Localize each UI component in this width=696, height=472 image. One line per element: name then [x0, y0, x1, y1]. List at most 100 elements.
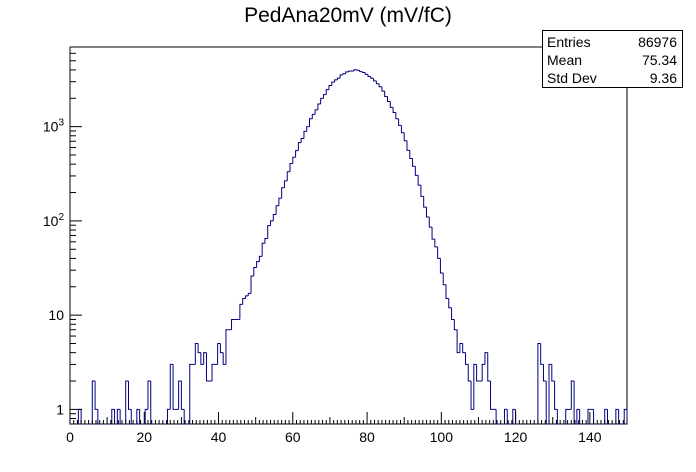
histogram-bin	[495, 409, 499, 425]
histogram-bin	[136, 408, 140, 424]
histogram-bin	[144, 408, 148, 424]
stats-row-entries: Entries 86976	[547, 33, 677, 51]
histogram-bin	[336, 77, 341, 80]
histogram-bin	[183, 409, 187, 425]
histogram-bin	[283, 180, 288, 188]
histogram-bin	[459, 343, 463, 353]
x-tick-label: 100	[430, 429, 454, 445]
histogram-bin	[325, 89, 329, 95]
histogram-bin	[267, 225, 271, 239]
histogram-bin	[431, 227, 435, 240]
histogram-bin	[398, 118, 402, 126]
histogram-bin	[258, 255, 263, 262]
histogram-bin	[481, 363, 485, 382]
histogram-bin	[300, 138, 304, 143]
histogram-bin	[247, 292, 252, 296]
histogram-bin	[442, 273, 446, 286]
histogram-bin	[353, 69, 357, 72]
histogram-bin	[437, 246, 441, 259]
histogram-bin	[320, 97, 324, 105]
histogram-bin	[462, 343, 466, 354]
stats-row-stddev: Std Dev 9.36	[547, 69, 677, 87]
histogram-bin	[623, 408, 628, 424]
histogram-bin	[392, 107, 396, 113]
histogram-bin	[576, 408, 580, 424]
histogram-bin	[370, 76, 374, 79]
histogram-bin	[445, 284, 449, 300]
histogram-bin	[356, 69, 360, 71]
histogram-bin	[381, 86, 385, 92]
histogram-bin	[448, 298, 452, 309]
histogram-bin	[256, 261, 260, 268]
histogram-bin	[169, 363, 174, 410]
histogram-bin	[339, 74, 343, 79]
histogram-bin	[607, 409, 611, 425]
histogram-bin	[139, 409, 143, 425]
histogram-bin	[309, 118, 313, 127]
histogram-bin	[409, 150, 413, 159]
histogram-bin	[231, 318, 235, 330]
histogram-bin	[551, 364, 555, 382]
histogram-bin	[537, 343, 541, 424]
histogram-bin	[451, 307, 455, 320]
histogram-bin	[311, 113, 316, 119]
histogram-bin	[178, 380, 182, 410]
histogram-bin	[467, 364, 472, 382]
stats-value: 9.36	[649, 70, 677, 86]
stats-label: Entries	[547, 34, 591, 50]
histogram-bin	[250, 275, 254, 294]
histogram-bin	[242, 298, 246, 305]
histogram-bin	[389, 101, 394, 108]
histogram-bin	[367, 74, 371, 78]
histogram-bin	[295, 150, 299, 158]
histogram-bin	[556, 409, 561, 425]
histogram-bin	[303, 130, 307, 139]
histogram-bin	[386, 96, 391, 102]
histogram-bin	[512, 408, 516, 424]
histogram-bin	[281, 187, 285, 199]
stats-label: Std Dev	[547, 70, 597, 86]
histogram-bin	[125, 380, 129, 424]
histogram-bin	[348, 70, 352, 72]
histogram-bin	[150, 381, 154, 425]
histogram-bin	[261, 242, 265, 257]
histogram-bin	[292, 156, 296, 164]
chart-title: PedAna20mV (mV/fC)	[244, 4, 452, 27]
histogram-bin	[618, 409, 622, 425]
histogram-bin	[147, 380, 151, 410]
histogram-bin	[205, 352, 210, 382]
histogram-bin	[548, 363, 552, 424]
histogram-bin	[375, 80, 380, 85]
histogram-bin	[314, 109, 318, 115]
y-tick-label: 102	[43, 212, 65, 229]
y-tick-label: 1	[56, 401, 64, 417]
histogram-bin	[244, 295, 249, 299]
histogram-bin	[423, 196, 427, 208]
histogram-bin	[322, 94, 327, 99]
histogram-bin	[565, 408, 569, 424]
histogram-bin	[395, 112, 399, 120]
histogram-bin	[203, 352, 207, 365]
histogram-bin	[506, 409, 511, 425]
histogram-bin	[328, 84, 332, 90]
histogram-bin	[439, 258, 444, 274]
histogram-bin	[412, 158, 416, 167]
histogram-bin	[94, 381, 98, 410]
histogram-bin	[456, 329, 460, 354]
histogram-bin	[217, 343, 221, 365]
histogram-bin	[270, 220, 274, 226]
histogram-bin	[297, 142, 302, 151]
histogram-bin	[200, 352, 204, 365]
stats-value: 86976	[638, 34, 677, 50]
histogram-bin	[172, 364, 176, 410]
histogram-bin	[373, 78, 377, 82]
histogram-bin	[579, 409, 583, 425]
histogram-bin	[111, 408, 115, 424]
histogram-bin	[484, 352, 488, 365]
histogram-bin	[414, 166, 419, 176]
histogram-bin	[470, 381, 474, 410]
histogram-bin	[420, 185, 424, 197]
histogram-bin	[286, 171, 291, 181]
histogram-bin	[275, 205, 279, 215]
histogram-bin	[317, 103, 321, 110]
